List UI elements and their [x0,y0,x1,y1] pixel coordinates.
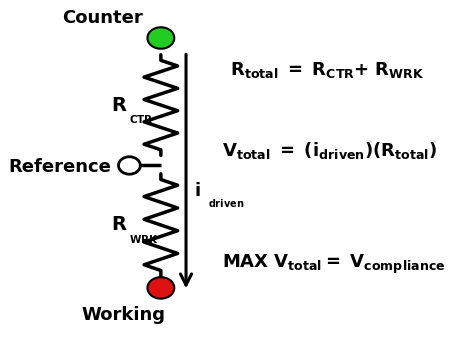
Text: $\mathbf{V}_{\mathbf{total}}\ \mathbf{=}\ \mathbf{(i}_{\mathbf{driven}}\mathbf{): $\mathbf{V}_{\mathbf{total}}\ \mathbf{=}… [222,140,437,161]
Text: $\mathbf{R}$: $\mathbf{R}$ [110,215,127,234]
Text: Counter: Counter [62,9,143,27]
Circle shape [118,157,140,174]
Circle shape [147,27,174,49]
Text: $\mathbf{R}$: $\mathbf{R}$ [110,95,127,115]
Text: $\mathbf{R}_{\mathbf{total}}\ \mathbf{=}\ \mathbf{R}_{\mathbf{CTR}}\mathbf{+}\ \: $\mathbf{R}_{\mathbf{total}}\ \mathbf{=}… [230,60,425,80]
Text: $\mathbf{i}$: $\mathbf{i}$ [194,182,201,199]
Text: Reference: Reference [9,158,112,176]
Text: $\mathbf{CTR}$: $\mathbf{CTR}$ [129,114,154,125]
Text: $\mathbf{WRK}$: $\mathbf{WRK}$ [129,233,159,244]
Text: Working: Working [81,307,165,324]
Circle shape [147,277,174,299]
Text: $\mathbf{MAX\ V}_{\mathbf{total}}\mathbf{=\ V}_{\mathbf{compliance}}$: $\mathbf{MAX\ V}_{\mathbf{total}}\mathbf… [222,253,445,276]
Text: $\mathbf{driven}$: $\mathbf{driven}$ [208,197,244,209]
